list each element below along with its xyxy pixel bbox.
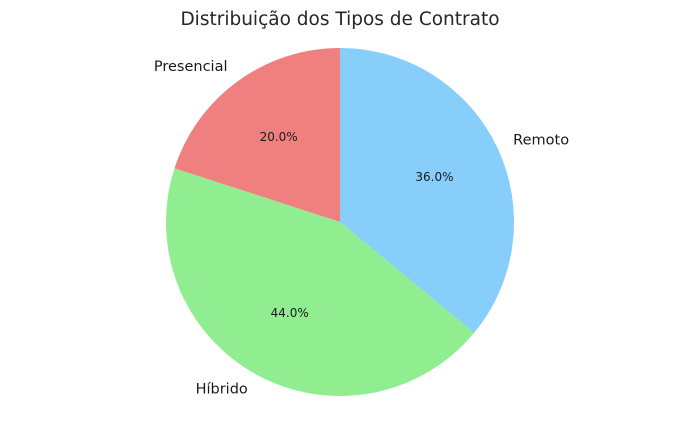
pie-slice-presencial (174, 48, 340, 222)
percent-label-presencial: 20.0% (260, 130, 298, 144)
slice-label-presencial: Presencial (154, 59, 228, 75)
percent-label-remoto: 36.0% (415, 170, 453, 184)
pie-slices (166, 48, 514, 396)
chart-title: Distribuição dos Tipos de Contrato (180, 9, 499, 30)
slice-label-remoto: Remoto (513, 133, 569, 149)
pie-labels: Remoto 36.0% Híbrido 44.0% Presencial 20.0% (154, 59, 569, 398)
percent-label-hibrido: 44.0% (271, 306, 309, 320)
slice-label-hibrido: Híbrido (196, 382, 248, 398)
pie-slice-hibrido (166, 168, 475, 396)
pie-slice-remoto (340, 48, 514, 333)
